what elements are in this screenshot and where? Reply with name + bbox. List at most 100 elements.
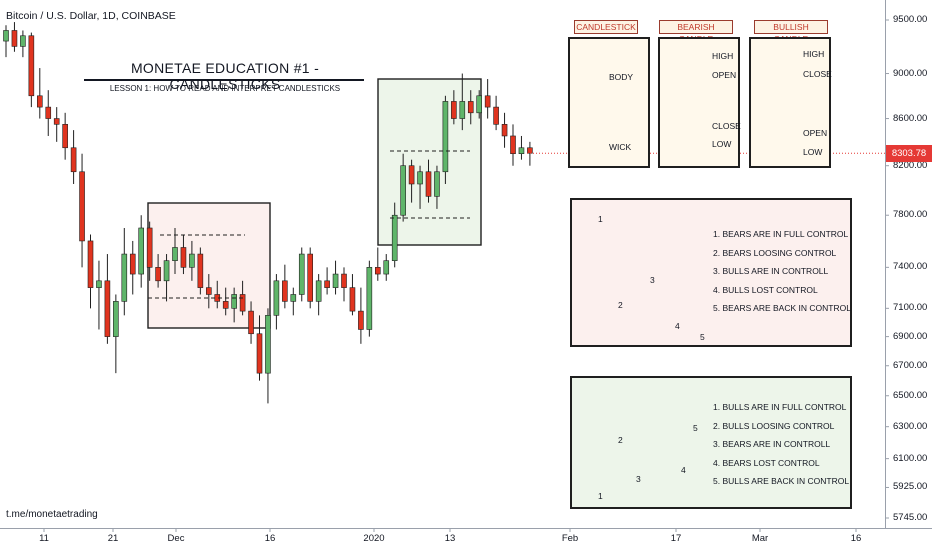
candle-body xyxy=(476,95,483,114)
candle-body xyxy=(307,253,314,302)
candle-body xyxy=(459,101,466,119)
candle-body xyxy=(70,147,77,173)
bullish-pattern-panel xyxy=(570,376,852,509)
candle-body xyxy=(172,247,178,261)
candle-body xyxy=(239,294,246,312)
time-tick-label: Feb xyxy=(561,533,579,544)
price-tick-label: 5925.00 xyxy=(893,481,928,493)
price-tick-label: 6900.00 xyxy=(893,330,928,342)
bullish-marker-3: 3 xyxy=(636,474,641,484)
bearish-step-4: 4. BULLS LOST CONTROL xyxy=(713,284,818,295)
bullish-step-4: 4. BEARS LOST CONTROL xyxy=(713,457,820,468)
bullish-candle-panel xyxy=(749,37,831,168)
candle-body xyxy=(315,280,322,302)
wick-label: WICK xyxy=(609,142,632,152)
candle-body xyxy=(28,35,35,97)
candle-body xyxy=(256,333,263,374)
bullish-open-label: OPEN xyxy=(803,128,828,138)
bearish-marker-1: 1 xyxy=(598,214,603,224)
bullish-marker-5: 5 xyxy=(693,423,698,433)
time-tick-label: 17 xyxy=(670,533,682,544)
time-tick-label: 16 xyxy=(264,533,276,544)
candle-body xyxy=(501,124,508,137)
bearish-low-label: LOW xyxy=(712,139,732,149)
candle-body xyxy=(104,280,111,337)
candle-body xyxy=(366,267,373,330)
candlestick-tag: CANDLESTICK xyxy=(574,20,638,34)
bearish-step-3: 3. BULLS ARE IN CONTROLL xyxy=(713,266,829,277)
time-tick-label: 21 xyxy=(107,533,119,544)
bearish-marker-3: 3 xyxy=(650,275,655,285)
time-tick-label: 2020 xyxy=(363,533,385,544)
candle-body xyxy=(3,30,9,42)
candle-body xyxy=(442,101,449,173)
candle-body xyxy=(467,101,474,114)
time-tick-label: 13 xyxy=(444,533,456,544)
body-label: BODY xyxy=(609,72,634,82)
candle-body xyxy=(20,35,26,47)
candle-body xyxy=(222,301,229,309)
candle-body xyxy=(510,135,516,155)
price-tick-label: 9000.00 xyxy=(893,67,928,79)
candle-body xyxy=(96,280,102,288)
candle-body xyxy=(79,171,85,242)
candle-body xyxy=(391,214,398,261)
bullish-pattern-list: 1. BULLS ARE IN FULL CONTROL 2. BULLS LO… xyxy=(713,398,849,491)
candle-body xyxy=(324,280,330,288)
bullish-step-1: 1. BULLS ARE IN FULL CONTROL xyxy=(713,402,847,412)
price-tick-label: 7100.00 xyxy=(893,302,928,314)
price-tick-label: 5745.00 xyxy=(893,512,928,523)
candle-body xyxy=(11,30,18,47)
time-tick-label: Mar xyxy=(751,533,769,544)
bearish-marker-5: 5 xyxy=(700,332,705,342)
candle-body xyxy=(180,247,187,268)
candle-body xyxy=(273,280,280,316)
candle-body xyxy=(493,106,499,125)
candle-body xyxy=(129,253,136,275)
bearish-marker-2: 2 xyxy=(618,300,623,310)
bearish-close-label: CLOSE xyxy=(712,121,741,131)
bearish-high-label: HIGH xyxy=(712,51,734,61)
candle-body xyxy=(231,294,237,309)
candle-body xyxy=(451,101,457,119)
candle-body xyxy=(298,253,305,295)
price-tick-label: 6300.00 xyxy=(893,420,928,432)
candle-body xyxy=(197,253,204,288)
bearish-open-label: OPEN xyxy=(712,70,737,80)
bullish-step-5: 5. BULLS ARE BACK IN CONTROL xyxy=(713,476,850,487)
bullish-close-label: CLOSE xyxy=(803,69,832,79)
candle-body xyxy=(189,253,195,268)
bearish-candle-tag: BEARISH CANDLE xyxy=(659,20,733,44)
candle-body xyxy=(62,124,68,149)
candle-body xyxy=(408,165,415,185)
price-tick-label: 8600.00 xyxy=(893,112,928,124)
price-tick-label: 8200.00 xyxy=(893,159,928,171)
bullish-candle-tag: BULLISH CANDLE xyxy=(754,20,828,44)
bullish-step-3: 3. BEARS ARE IN CONTROLL xyxy=(713,439,831,450)
candle-body xyxy=(425,171,432,197)
candle-body xyxy=(349,287,356,312)
price-tick-label: 9500.00 xyxy=(893,14,928,25)
candle-body xyxy=(282,280,288,302)
bearish-step-5: 5. BEARS ARE BACK IN CONTROL xyxy=(713,303,851,314)
bullish-marker-4: 4 xyxy=(681,465,686,475)
candle-body xyxy=(53,118,60,125)
bullish-high-label: HIGH xyxy=(803,49,825,59)
price-tick-label: 6500.00 xyxy=(893,389,928,401)
time-tick-label: 16 xyxy=(850,533,862,544)
bearish-candle-panel xyxy=(658,37,740,168)
candle-body xyxy=(341,273,347,288)
bullish-step-2: 2. BULLS LOOSING CONTROL xyxy=(713,420,835,431)
candle-body xyxy=(45,106,52,119)
bearish-marker-4: 4 xyxy=(675,321,680,331)
lesson-title-underline xyxy=(84,79,364,81)
candle-body xyxy=(36,95,43,108)
telegram-link[interactable]: t.me/monetaetrading xyxy=(6,509,98,520)
lesson-subtitle: LESSON 1: HOW TO READ AND INTERPRET CAND… xyxy=(109,84,341,93)
bullish-low-label: LOW xyxy=(803,147,823,157)
candle-body xyxy=(163,260,170,282)
candle-body xyxy=(265,315,271,374)
candle-body xyxy=(146,227,153,268)
bearish-pattern-panel xyxy=(570,198,852,347)
